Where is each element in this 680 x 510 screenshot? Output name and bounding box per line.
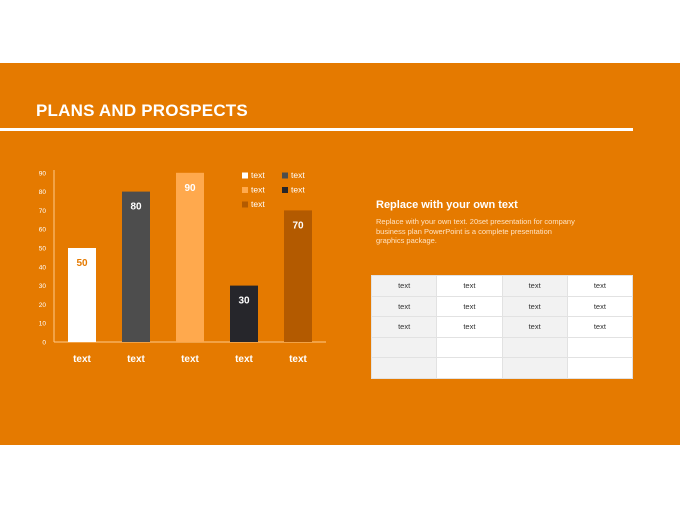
legend-label: text	[251, 199, 265, 209]
table-cell: text	[566, 295, 634, 318]
y-tick-label: 10	[39, 321, 47, 328]
bar-value-label: 80	[130, 202, 142, 213]
y-tick-label: 30	[39, 283, 47, 290]
bar	[284, 210, 312, 342]
y-tick-label: 50	[39, 246, 47, 253]
text-block: Replace with your own text Replace with …	[376, 199, 576, 246]
category-label: text	[235, 354, 253, 365]
category-label: text	[181, 354, 199, 365]
category-label: text	[289, 354, 307, 365]
y-tick-label: 20	[39, 302, 47, 309]
table-cell: text	[370, 316, 438, 338]
category-label: text	[73, 354, 91, 365]
table-cell: text	[436, 275, 503, 297]
table-cell: text	[370, 295, 438, 318]
y-tick-label: 70	[39, 208, 47, 215]
table-cell	[370, 357, 438, 379]
bar-value-label: 30	[238, 296, 250, 307]
table-cell	[370, 336, 438, 359]
bar	[230, 285, 258, 342]
y-tick-label: 90	[39, 170, 47, 177]
bar-value-label: 50	[76, 258, 88, 269]
bar	[122, 191, 150, 342]
table-cell: text	[501, 316, 568, 338]
table-cell: text	[566, 316, 634, 338]
table-row	[370, 357, 634, 379]
table-cell	[436, 336, 503, 359]
data-table: text text text text text text text text text text…	[370, 275, 634, 379]
bar	[176, 172, 204, 342]
table-cell: text	[436, 295, 503, 318]
y-tick-label: 60	[39, 227, 47, 234]
legend-swatch	[282, 187, 288, 193]
legend-swatch	[242, 172, 248, 179]
table-cell	[566, 357, 634, 379]
table-cell	[566, 336, 634, 359]
legend-label: text	[291, 185, 305, 195]
table-cell	[501, 336, 568, 359]
legend-label: text	[251, 170, 265, 180]
title-divider	[0, 128, 633, 131]
text-heading: Replace with your own text	[376, 199, 518, 211]
table-cell	[436, 357, 503, 379]
slide-title: PLANS AND PROSPECTS	[36, 101, 248, 120]
bar	[68, 248, 96, 342]
table-row	[370, 336, 634, 359]
table-row: text text text text	[370, 316, 634, 338]
y-tick-label: 0	[42, 340, 46, 347]
bar-value-label: 70	[292, 220, 304, 231]
legend-swatch	[242, 187, 248, 193]
table-cell: text	[370, 275, 438, 297]
legend-swatch	[242, 201, 248, 208]
table-row: text text text text	[370, 295, 634, 318]
text-body: Replace with your own text. 20set presen…	[376, 217, 575, 245]
table-cell: text	[501, 295, 568, 318]
legend-swatch	[282, 172, 288, 179]
table-cell: text	[436, 316, 503, 338]
table-cell: text	[501, 275, 568, 297]
bar-value-label: 90	[184, 183, 196, 194]
table-cell	[501, 357, 568, 379]
legend-label: text	[291, 170, 305, 180]
table-cell: text	[566, 275, 634, 297]
bar-chart: 010203040506070809010050text80text90text…	[39, 170, 326, 365]
slide: PLANS AND PROSPECTS 01020304050607080901…	[0, 63, 680, 445]
legend-label: text	[251, 185, 265, 195]
table-row: text text text text	[370, 275, 634, 297]
category-label: text	[127, 354, 145, 365]
y-tick-label: 40	[39, 264, 47, 271]
y-tick-label: 80	[39, 189, 47, 196]
